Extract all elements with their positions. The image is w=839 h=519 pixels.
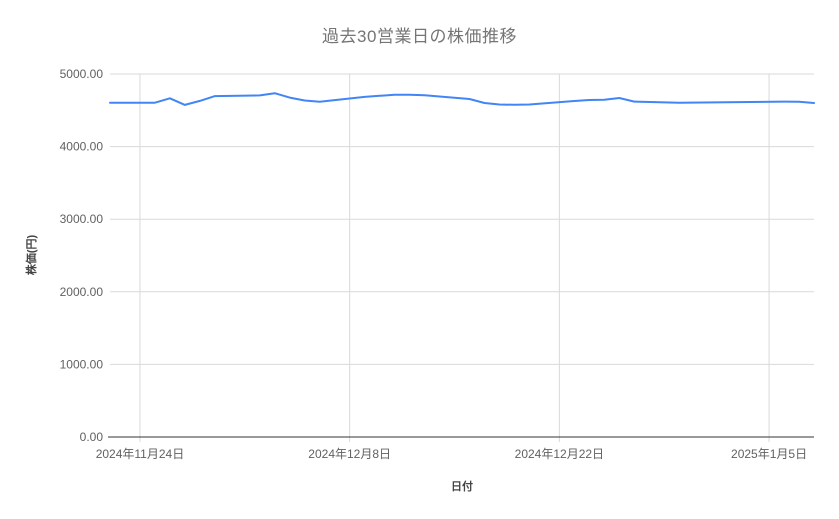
x-tick-label: 2024年12月8日 [308,447,391,461]
x-tick-label: 2024年11月24日 [96,447,185,461]
x-tick-label: 2024年12月22日 [515,447,604,461]
y-tick-label: 4000.00 [60,140,104,154]
x-axis-title: 日付 [451,481,473,493]
chart-title: 過去30営業日の株価推移 [322,27,517,46]
y-tick-label: 0.00 [80,430,104,444]
y-tick-label: 1000.00 [60,357,104,371]
stock-price-line [109,92,815,106]
y-tick-label: 2000.00 [60,285,104,299]
y-tick-label: 3000.00 [60,212,104,226]
x-tick-label: 2025年1月5日 [731,447,807,461]
y-tick-label: 5000.00 [60,67,104,81]
